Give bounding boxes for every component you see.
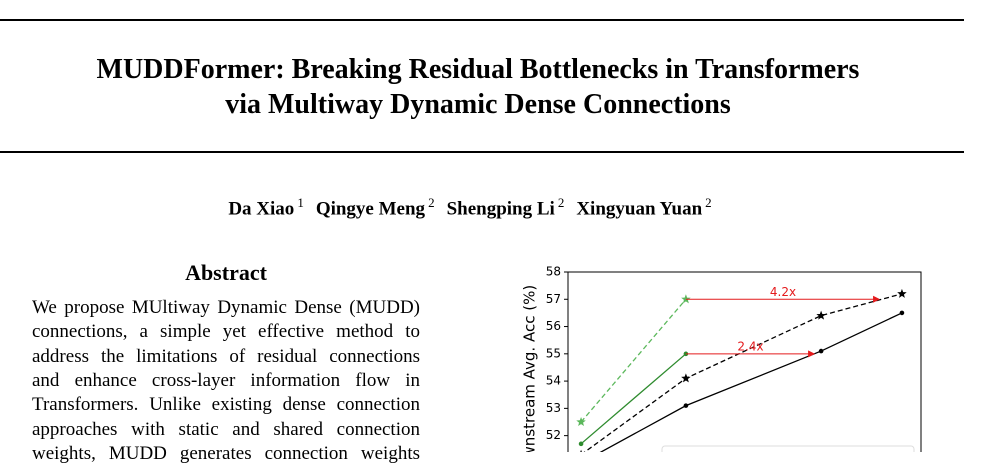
annotation-label: 4.2x: [770, 285, 796, 299]
abstract-line: connections, a simple yet effective meth…: [32, 321, 420, 343]
point: [683, 351, 689, 357]
point: [818, 348, 824, 354]
title-line: MUDDFormer: Breaking Residual Bottleneck…: [96, 54, 860, 85]
annotation-label: 2.4x: [737, 339, 763, 353]
y-tick-label: 57: [546, 292, 561, 306]
abstract-heading: Abstract: [185, 260, 267, 285]
page: MUDDFormer: Breaking Residual Bottleneck…: [0, 19, 964, 464]
y-tick-label: 55: [546, 346, 561, 360]
abstract-line: approaches with static and shared connec…: [32, 418, 420, 440]
point: [578, 441, 584, 447]
series-line: [580, 353, 687, 445]
author-affiliation: 2: [428, 195, 435, 210]
plot-area: [576, 288, 907, 452]
point-star: [897, 288, 907, 298]
arrow-head: [873, 295, 881, 303]
bottom-rule: [0, 151, 964, 153]
author-name: Shengping Li: [446, 198, 555, 220]
y-tick-label: 56: [546, 319, 561, 333]
author-affiliation: 2: [557, 195, 565, 210]
point-star: [816, 310, 826, 320]
abstract-line: and enhance cross-layer information flow…: [32, 369, 420, 391]
y-tick-label: 53: [546, 401, 561, 415]
abstract-line: Transformers. Unlike existing dense conn…: [32, 394, 420, 416]
point-star: [576, 417, 586, 427]
series-line: [583, 293, 903, 452]
title-line: via Multiway Dynamic Dense Connections: [225, 89, 731, 120]
abstract-line: We propose MUltiway Dynamic Dense (MUDD): [32, 297, 420, 318]
abstract-line: weights, MUDD generates connection weigh…: [32, 442, 420, 464]
top-rule: [0, 19, 964, 21]
author-list: Da Xiao 1 Qingye Meng 2 Shengping Li 2 Xingyua…: [0, 195, 952, 220]
author-affiliation: 2: [705, 195, 712, 210]
y-axis-label: Downstream Avg. Acc (%): [521, 285, 539, 452]
chart: 52 53 54 55 56 57 58 Downstream Avg. Acc (%) 4.2…: [521, 265, 922, 452]
point: [683, 403, 689, 408]
point-star: [681, 373, 691, 383]
legend-box: [661, 445, 915, 452]
plot-frame: [567, 271, 922, 452]
series-line: [580, 298, 687, 423]
author-name: Da Xiao: [228, 198, 295, 220]
arrow-head: [808, 350, 816, 358]
abstract-line: address the limitations of residual conn…: [32, 345, 420, 367]
point: [899, 310, 905, 316]
point-star: [580, 449, 582, 452]
y-tick-label: 58: [546, 265, 561, 279]
y-tick-label: 52: [546, 428, 561, 442]
author-name: Qingye Meng: [315, 198, 426, 220]
series-line: [599, 312, 903, 452]
author-affiliation: 1: [297, 195, 304, 210]
author-name: Xingyuan Yuan: [576, 198, 703, 220]
y-tick-label: 54: [546, 374, 561, 388]
